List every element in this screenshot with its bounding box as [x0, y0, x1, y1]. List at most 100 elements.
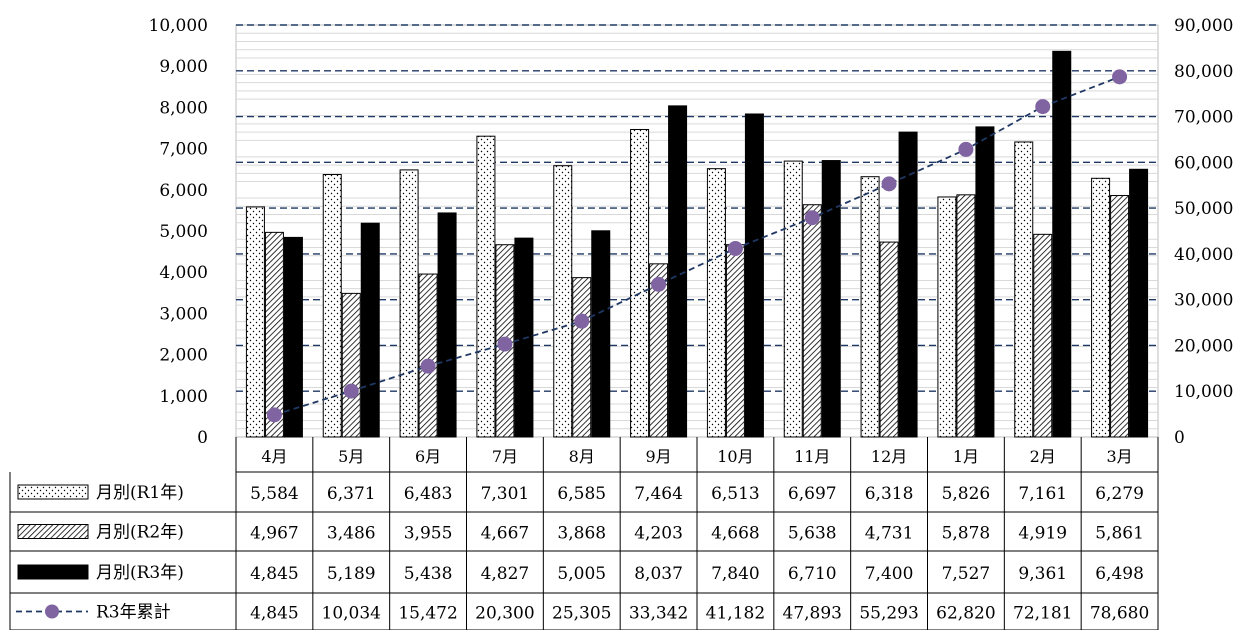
table-cell: 41,182 — [706, 604, 765, 624]
bar — [245, 206, 265, 438]
table-cell: 4,731 — [865, 524, 914, 544]
bar — [1129, 168, 1149, 438]
category-label: 11月 — [794, 447, 830, 466]
y-left-tick-label: 10,000 — [149, 16, 208, 36]
y-left-tick-label: 8,000 — [159, 98, 208, 118]
y-right-tick-label: 0 — [1174, 428, 1185, 448]
table-cell: 4,203 — [634, 524, 683, 544]
category-label: 1月 — [953, 447, 979, 466]
table-cell: 55,293 — [859, 604, 918, 624]
bar — [744, 113, 764, 438]
bar — [322, 174, 342, 438]
y-left-tick-label: 9,000 — [159, 57, 208, 77]
bar — [283, 236, 303, 438]
bar — [898, 131, 918, 438]
table-cell: 33,342 — [629, 604, 688, 624]
bar — [341, 292, 361, 438]
table-cell: 7,464 — [634, 484, 683, 504]
line-point — [343, 383, 359, 399]
y-left-tick-label: 4,000 — [159, 263, 208, 283]
bar — [860, 176, 880, 438]
bar — [783, 160, 803, 438]
table-cell: 5,584 — [250, 484, 299, 504]
y-left-tick-label: 3,000 — [159, 304, 208, 324]
table-cell: 4,668 — [711, 524, 760, 544]
legend-label: 月別(R2年) — [96, 523, 184, 543]
table-cell: 3,955 — [404, 524, 453, 544]
table-cell: 6,585 — [557, 484, 606, 504]
bar — [668, 105, 688, 438]
line-point — [266, 407, 282, 423]
table-cell: 6,371 — [327, 484, 376, 504]
legend-label: R3年累計 — [96, 603, 171, 623]
category-label: 4月 — [261, 447, 287, 466]
category-label: 8月 — [569, 447, 595, 466]
bar — [1033, 233, 1053, 438]
bars — [245, 50, 1149, 438]
table-cell: 5,438 — [404, 564, 453, 584]
table-cell: 4,827 — [481, 564, 530, 584]
table-cell: 5,861 — [1095, 524, 1144, 544]
y-left-tick-label: 1,000 — [159, 387, 208, 407]
y-right-tick-label: 20,000 — [1174, 336, 1233, 356]
table-cell: 9,361 — [1018, 564, 1067, 584]
bar — [553, 165, 573, 438]
y-right-tick-label: 40,000 — [1174, 245, 1233, 265]
bar — [1091, 177, 1111, 438]
y-right-tick-label: 60,000 — [1174, 153, 1233, 173]
table-cell: 10,034 — [322, 604, 381, 624]
bar — [821, 160, 841, 438]
category-label: 10月 — [717, 447, 753, 466]
table-cell: 4,919 — [1018, 524, 1067, 544]
table-cell: 5,638 — [788, 524, 837, 544]
table-cell: 6,279 — [1095, 484, 1144, 504]
table-cell: 3,486 — [327, 524, 376, 544]
table-cell: 4,667 — [481, 524, 530, 544]
legend-key — [17, 564, 89, 580]
category-label: 9月 — [645, 447, 671, 466]
line-point — [497, 336, 513, 352]
category-label: 3月 — [1106, 447, 1132, 466]
category-label: 2月 — [1030, 447, 1056, 466]
y-right-tick-label: 80,000 — [1174, 62, 1233, 82]
bar — [706, 168, 726, 438]
table-cell: 6,513 — [711, 484, 760, 504]
bar — [956, 194, 976, 438]
table-cell: 6,697 — [788, 484, 837, 504]
y-left-tick-label: 6,000 — [159, 181, 208, 201]
bar — [975, 126, 995, 438]
line-point — [651, 276, 667, 292]
y-left-tick-label: 5,000 — [159, 222, 208, 242]
category-label: 12月 — [871, 447, 907, 466]
bar — [879, 241, 899, 438]
table-cell: 6,710 — [788, 564, 837, 584]
table-cell: 4,845 — [250, 564, 299, 584]
y-right-tick-label: 10,000 — [1174, 382, 1233, 402]
table-cell: 4,845 — [250, 604, 299, 624]
table-cell: 72,181 — [1013, 604, 1072, 624]
cumulative-line — [266, 69, 1128, 423]
line-point — [420, 358, 436, 374]
y-left-tick-label: 0 — [197, 428, 208, 448]
legend-label: 月別(R3年) — [96, 563, 184, 583]
table-cell: 62,820 — [936, 604, 995, 624]
line-point — [804, 210, 820, 226]
table-cell: 6,318 — [865, 484, 914, 504]
bar — [476, 135, 496, 438]
table-cell: 78,680 — [1090, 604, 1149, 624]
legend-marker — [45, 604, 59, 619]
bar — [399, 169, 419, 438]
bar — [649, 263, 669, 438]
legend-key — [17, 524, 89, 539]
y-right-tick-label: 70,000 — [1174, 108, 1233, 128]
table-cell: 7,840 — [711, 564, 760, 584]
line-point — [958, 141, 974, 157]
table-cell: 7,527 — [942, 564, 991, 584]
category-label: 5月 — [338, 447, 364, 466]
table-cell: 5,878 — [942, 524, 991, 544]
y-left-tick-label: 7,000 — [159, 140, 208, 160]
axes: 0 1,000 2,000 3,000 4,000 5,000 6,000 7,000 8,00… — [149, 16, 1234, 448]
table-cell: 4,967 — [250, 524, 299, 544]
line-point — [881, 176, 897, 192]
bar — [1052, 50, 1072, 438]
